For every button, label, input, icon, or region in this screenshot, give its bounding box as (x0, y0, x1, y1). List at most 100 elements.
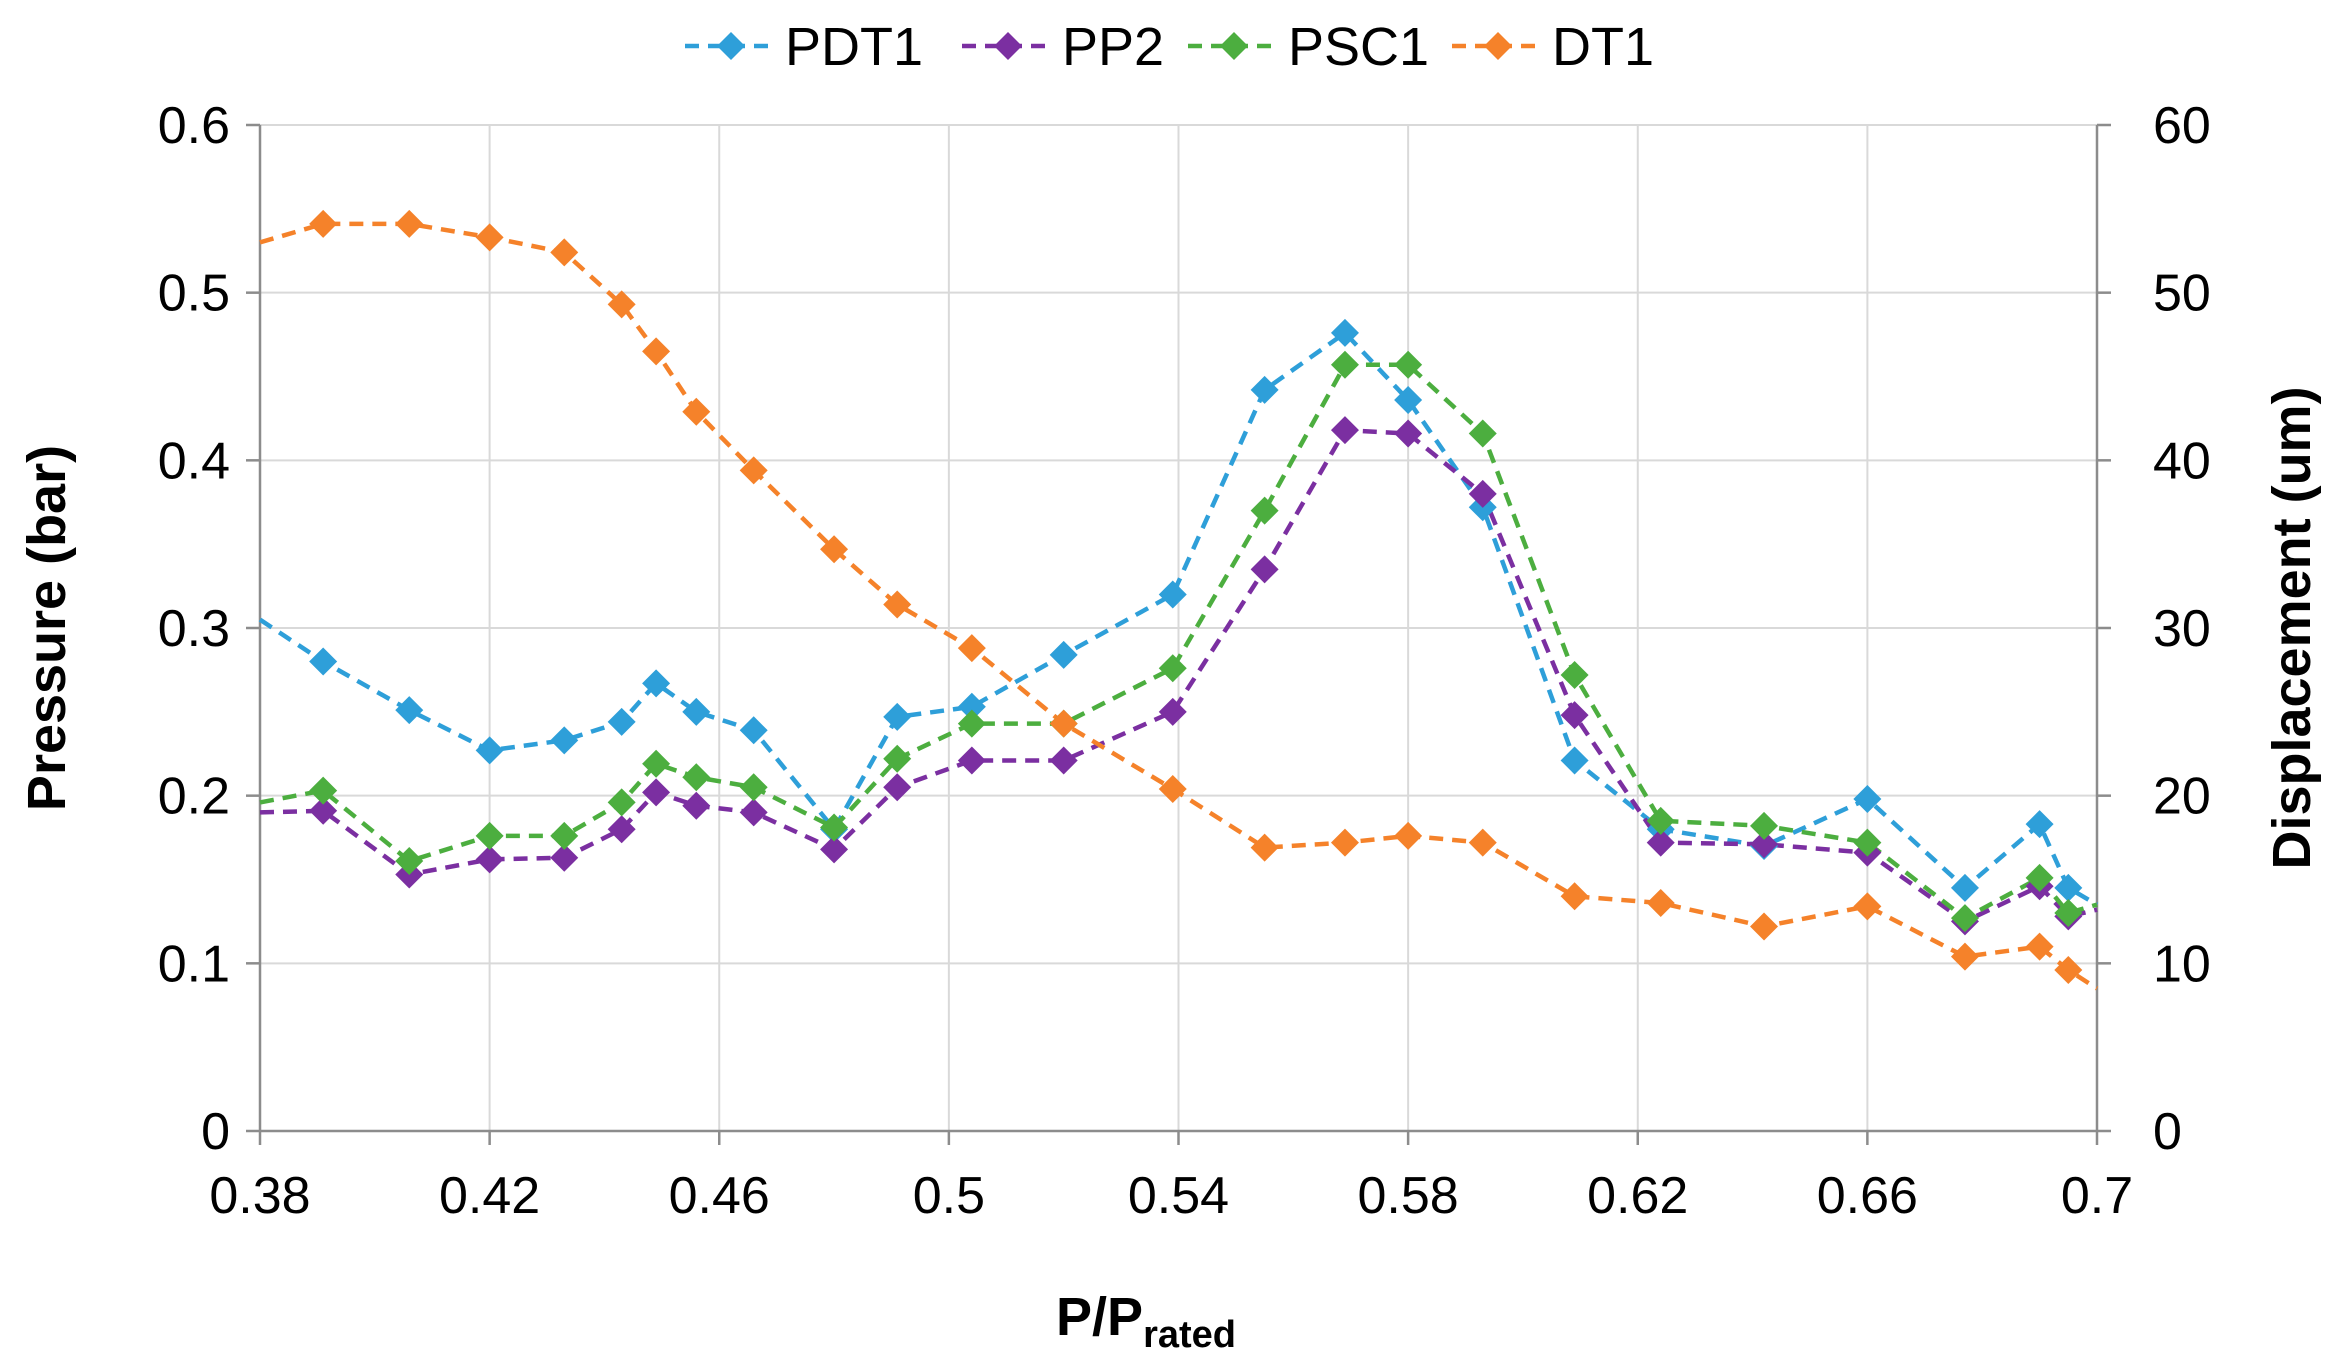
x-tick-label: 0.58 (1358, 1167, 1459, 1225)
data-point-dt1 (1468, 828, 1497, 857)
y-left-tick-label: 0.1 (158, 935, 230, 993)
x-axis-title: P/Prated (1056, 1287, 1236, 1356)
data-point-psc1 (1158, 654, 1187, 683)
tick-labels: 0.38 0.42 0.46 0.5 0.54 0.58 0.62 0.66 0.7 0 0.1 0.… (158, 97, 2211, 1225)
data-point-pdt1 (1330, 318, 1359, 347)
data-point-psc1 (475, 821, 504, 850)
data-point-dt1 (395, 209, 424, 238)
data-point-pp2 (883, 773, 912, 802)
y-right-tick-label: 50 (2153, 265, 2211, 323)
data-point-pdt1 (395, 696, 424, 725)
data-point-dt1 (1330, 828, 1359, 857)
data-point-pp2 (682, 791, 711, 820)
data-point-pdt1 (642, 669, 671, 698)
data-point-psc1 (550, 821, 579, 850)
data-point-psc1 (309, 776, 338, 805)
x-tick-label: 0.66 (1817, 1167, 1918, 1225)
x-tick-label: 0.62 (1587, 1167, 1688, 1225)
data-point-dt1 (1646, 888, 1675, 917)
y-right-tick-label: 40 (2153, 432, 2211, 490)
data-point-dt1 (2025, 932, 2054, 961)
legend-label-pdt1: PDT1 (785, 17, 923, 77)
data-point-pp2 (1330, 416, 1359, 445)
y-left-tick-label: 0.3 (158, 600, 230, 658)
y-left-tick-label: 0.2 (158, 768, 230, 826)
data-point-pdt1 (957, 692, 986, 721)
data-point-pdt1 (682, 697, 711, 726)
legend-label-pp2: PP2 (1062, 17, 1164, 77)
data-point-dt1 (2054, 956, 2083, 985)
data-point-pp2 (1560, 701, 1589, 730)
x-axis-title-main: P/P (1056, 1287, 1143, 1347)
x-tick-label: 0.42 (439, 1167, 540, 1225)
series-line-dt1 (259, 221, 2099, 991)
data-point-psc1 (682, 763, 711, 792)
data-point-pp2 (550, 843, 579, 872)
data-point-psc1 (1750, 811, 1779, 840)
data-point-dt1 (1853, 892, 1882, 921)
data-point-dt1 (883, 590, 912, 619)
x-tick-label: 0.7 (2061, 1167, 2133, 1225)
data-point-psc1 (883, 744, 912, 773)
data-point-psc1 (957, 709, 986, 738)
data-point-psc1 (1330, 350, 1359, 379)
x-axis-title-subscript: rated (1143, 1314, 1236, 1356)
data-point-psc1 (1394, 350, 1423, 379)
data-point-pdt1 (2054, 873, 2083, 902)
data-point-pdt1 (739, 716, 768, 745)
data-point-dt1 (682, 397, 711, 426)
y-right-tick-label: 20 (2153, 768, 2211, 826)
data-point-pp2 (1646, 828, 1675, 857)
legend: PDT1 PP2 PSC1 DT1 (685, 17, 1654, 77)
data-point-pp2 (820, 835, 849, 864)
data-point-dt1 (1250, 833, 1279, 862)
data-point-psc1 (1560, 660, 1589, 689)
y-axis-left-title: Pressure (bar) (17, 445, 77, 811)
data-point-psc1 (1250, 496, 1279, 525)
y-right-tick-label: 0 (2153, 1103, 2182, 1161)
x-tick-label: 0.5 (913, 1167, 985, 1225)
data-point-psc1 (2025, 863, 2054, 892)
y-left-tick-label: 0.4 (158, 432, 230, 490)
data-point-dt1 (550, 238, 579, 267)
data-point-pdt1 (607, 707, 636, 736)
data-point-pp2 (1049, 746, 1078, 775)
y-axis-right-title: Displacement (um) (2262, 386, 2322, 869)
data-point-dt1 (309, 209, 338, 238)
data-point-psc1 (607, 788, 636, 817)
series-line-pp2 (259, 427, 2098, 924)
data-point-psc1 (739, 773, 768, 802)
data-point-pp2 (607, 815, 636, 844)
data-point-psc1 (2054, 899, 2083, 928)
legend-marker-pp2 (994, 32, 1022, 60)
data-point-psc1 (820, 813, 849, 842)
data-point-dt1 (1950, 942, 1979, 971)
data-point-pp2 (1158, 697, 1187, 726)
series-line-psc1 (259, 362, 2098, 921)
legend-marker-psc1 (1220, 32, 1248, 60)
y-left-tick-label: 0.5 (158, 265, 230, 323)
data-point-dt1 (1158, 774, 1187, 803)
legend-label-dt1: DT1 (1552, 17, 1654, 77)
data-point-pp2 (642, 778, 671, 807)
x-tick-label: 0.38 (209, 1167, 310, 1225)
data-point-pdt1 (1950, 873, 1979, 902)
data-point-pp2 (1394, 419, 1423, 448)
x-tick-label: 0.54 (1128, 1167, 1229, 1225)
series-markers (309, 209, 2083, 985)
data-point-psc1 (1646, 806, 1675, 835)
data-point-psc1 (1853, 828, 1882, 857)
data-point-dt1 (1560, 882, 1589, 911)
grid (260, 124, 2097, 1131)
y-right-tick-label: 10 (2153, 935, 2211, 993)
data-point-pdt1 (1853, 785, 1882, 814)
data-point-pdt1 (883, 702, 912, 731)
data-point-pp2 (1468, 479, 1497, 508)
legend-marker-dt1 (1484, 32, 1512, 60)
data-point-pp2 (1250, 555, 1279, 584)
data-point-dt1 (1750, 912, 1779, 941)
data-point-pdt1 (309, 647, 338, 676)
data-point-pdt1 (2025, 810, 2054, 839)
data-point-dt1 (607, 290, 636, 319)
